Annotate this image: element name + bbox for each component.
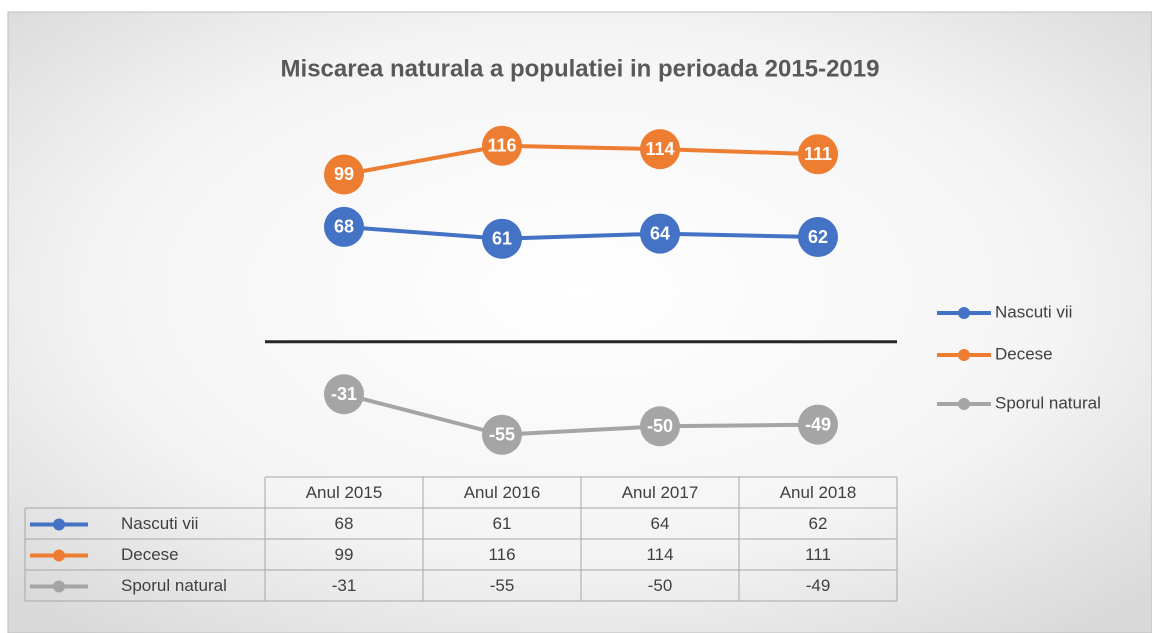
data-label: 99 bbox=[334, 164, 354, 184]
data-label: 62 bbox=[808, 227, 828, 247]
legend-key-marker bbox=[958, 307, 970, 319]
data-label: 64 bbox=[650, 223, 670, 243]
table-cell: -55 bbox=[490, 576, 515, 595]
data-label: 116 bbox=[487, 136, 516, 156]
marker bbox=[324, 374, 364, 415]
marker bbox=[482, 125, 522, 166]
marker bbox=[324, 206, 364, 247]
marker bbox=[640, 129, 680, 170]
legend-key-marker bbox=[53, 580, 65, 593]
x-tick-label: Anul 2018 bbox=[780, 483, 857, 502]
marker bbox=[640, 213, 680, 254]
legend-label: Sporul natural bbox=[995, 393, 1101, 412]
table-cell: 61 bbox=[493, 514, 512, 533]
table-cell: 62 bbox=[809, 514, 828, 533]
marker bbox=[798, 404, 838, 445]
table-row-label: Decese bbox=[121, 545, 179, 564]
legend-label: Nascuti vii bbox=[995, 302, 1072, 321]
data-label: -49 bbox=[805, 414, 831, 434]
marker bbox=[324, 154, 364, 195]
data-label: -50 bbox=[647, 416, 673, 436]
x-tick-label: Anul 2016 bbox=[464, 483, 541, 502]
legend-key-marker bbox=[53, 549, 65, 562]
legend-key-marker bbox=[958, 398, 970, 410]
data-label: 111 bbox=[804, 144, 832, 164]
x-tick-label: Anul 2015 bbox=[306, 483, 383, 502]
table-cell: 68 bbox=[335, 514, 354, 533]
data-label: 61 bbox=[492, 228, 512, 248]
chart-area bbox=[7, 11, 1152, 633]
data-label: -55 bbox=[489, 425, 515, 445]
table-cell: 111 bbox=[805, 545, 831, 564]
table-cell: -50 bbox=[648, 576, 673, 595]
chart-title: Miscarea naturala a populatiei in perioa… bbox=[281, 55, 880, 82]
marker bbox=[798, 134, 838, 175]
series-line bbox=[343, 224, 819, 241]
marker bbox=[640, 406, 680, 447]
table-row-label: Sporul natural bbox=[121, 576, 227, 595]
table-cell: -49 bbox=[806, 576, 831, 595]
series-line bbox=[343, 143, 819, 177]
marker bbox=[482, 218, 522, 259]
table-cell: -31 bbox=[332, 576, 357, 595]
series-line bbox=[343, 392, 819, 437]
marker bbox=[798, 217, 838, 258]
table-row-label: Nascuti vii bbox=[121, 514, 198, 533]
data-label: -31 bbox=[331, 384, 357, 404]
table-cell: 64 bbox=[651, 514, 670, 533]
table-cell: 99 bbox=[335, 545, 354, 564]
marker bbox=[482, 414, 522, 455]
data-label: 68 bbox=[334, 217, 354, 237]
legend-key-marker bbox=[53, 518, 65, 531]
table-cell: 116 bbox=[488, 545, 515, 564]
x-tick-label: Anul 2017 bbox=[622, 483, 699, 502]
data-label: 114 bbox=[645, 139, 674, 159]
legend-label: Decese bbox=[995, 344, 1053, 363]
table-cell: 114 bbox=[646, 545, 673, 564]
legend-key-marker bbox=[958, 349, 970, 361]
